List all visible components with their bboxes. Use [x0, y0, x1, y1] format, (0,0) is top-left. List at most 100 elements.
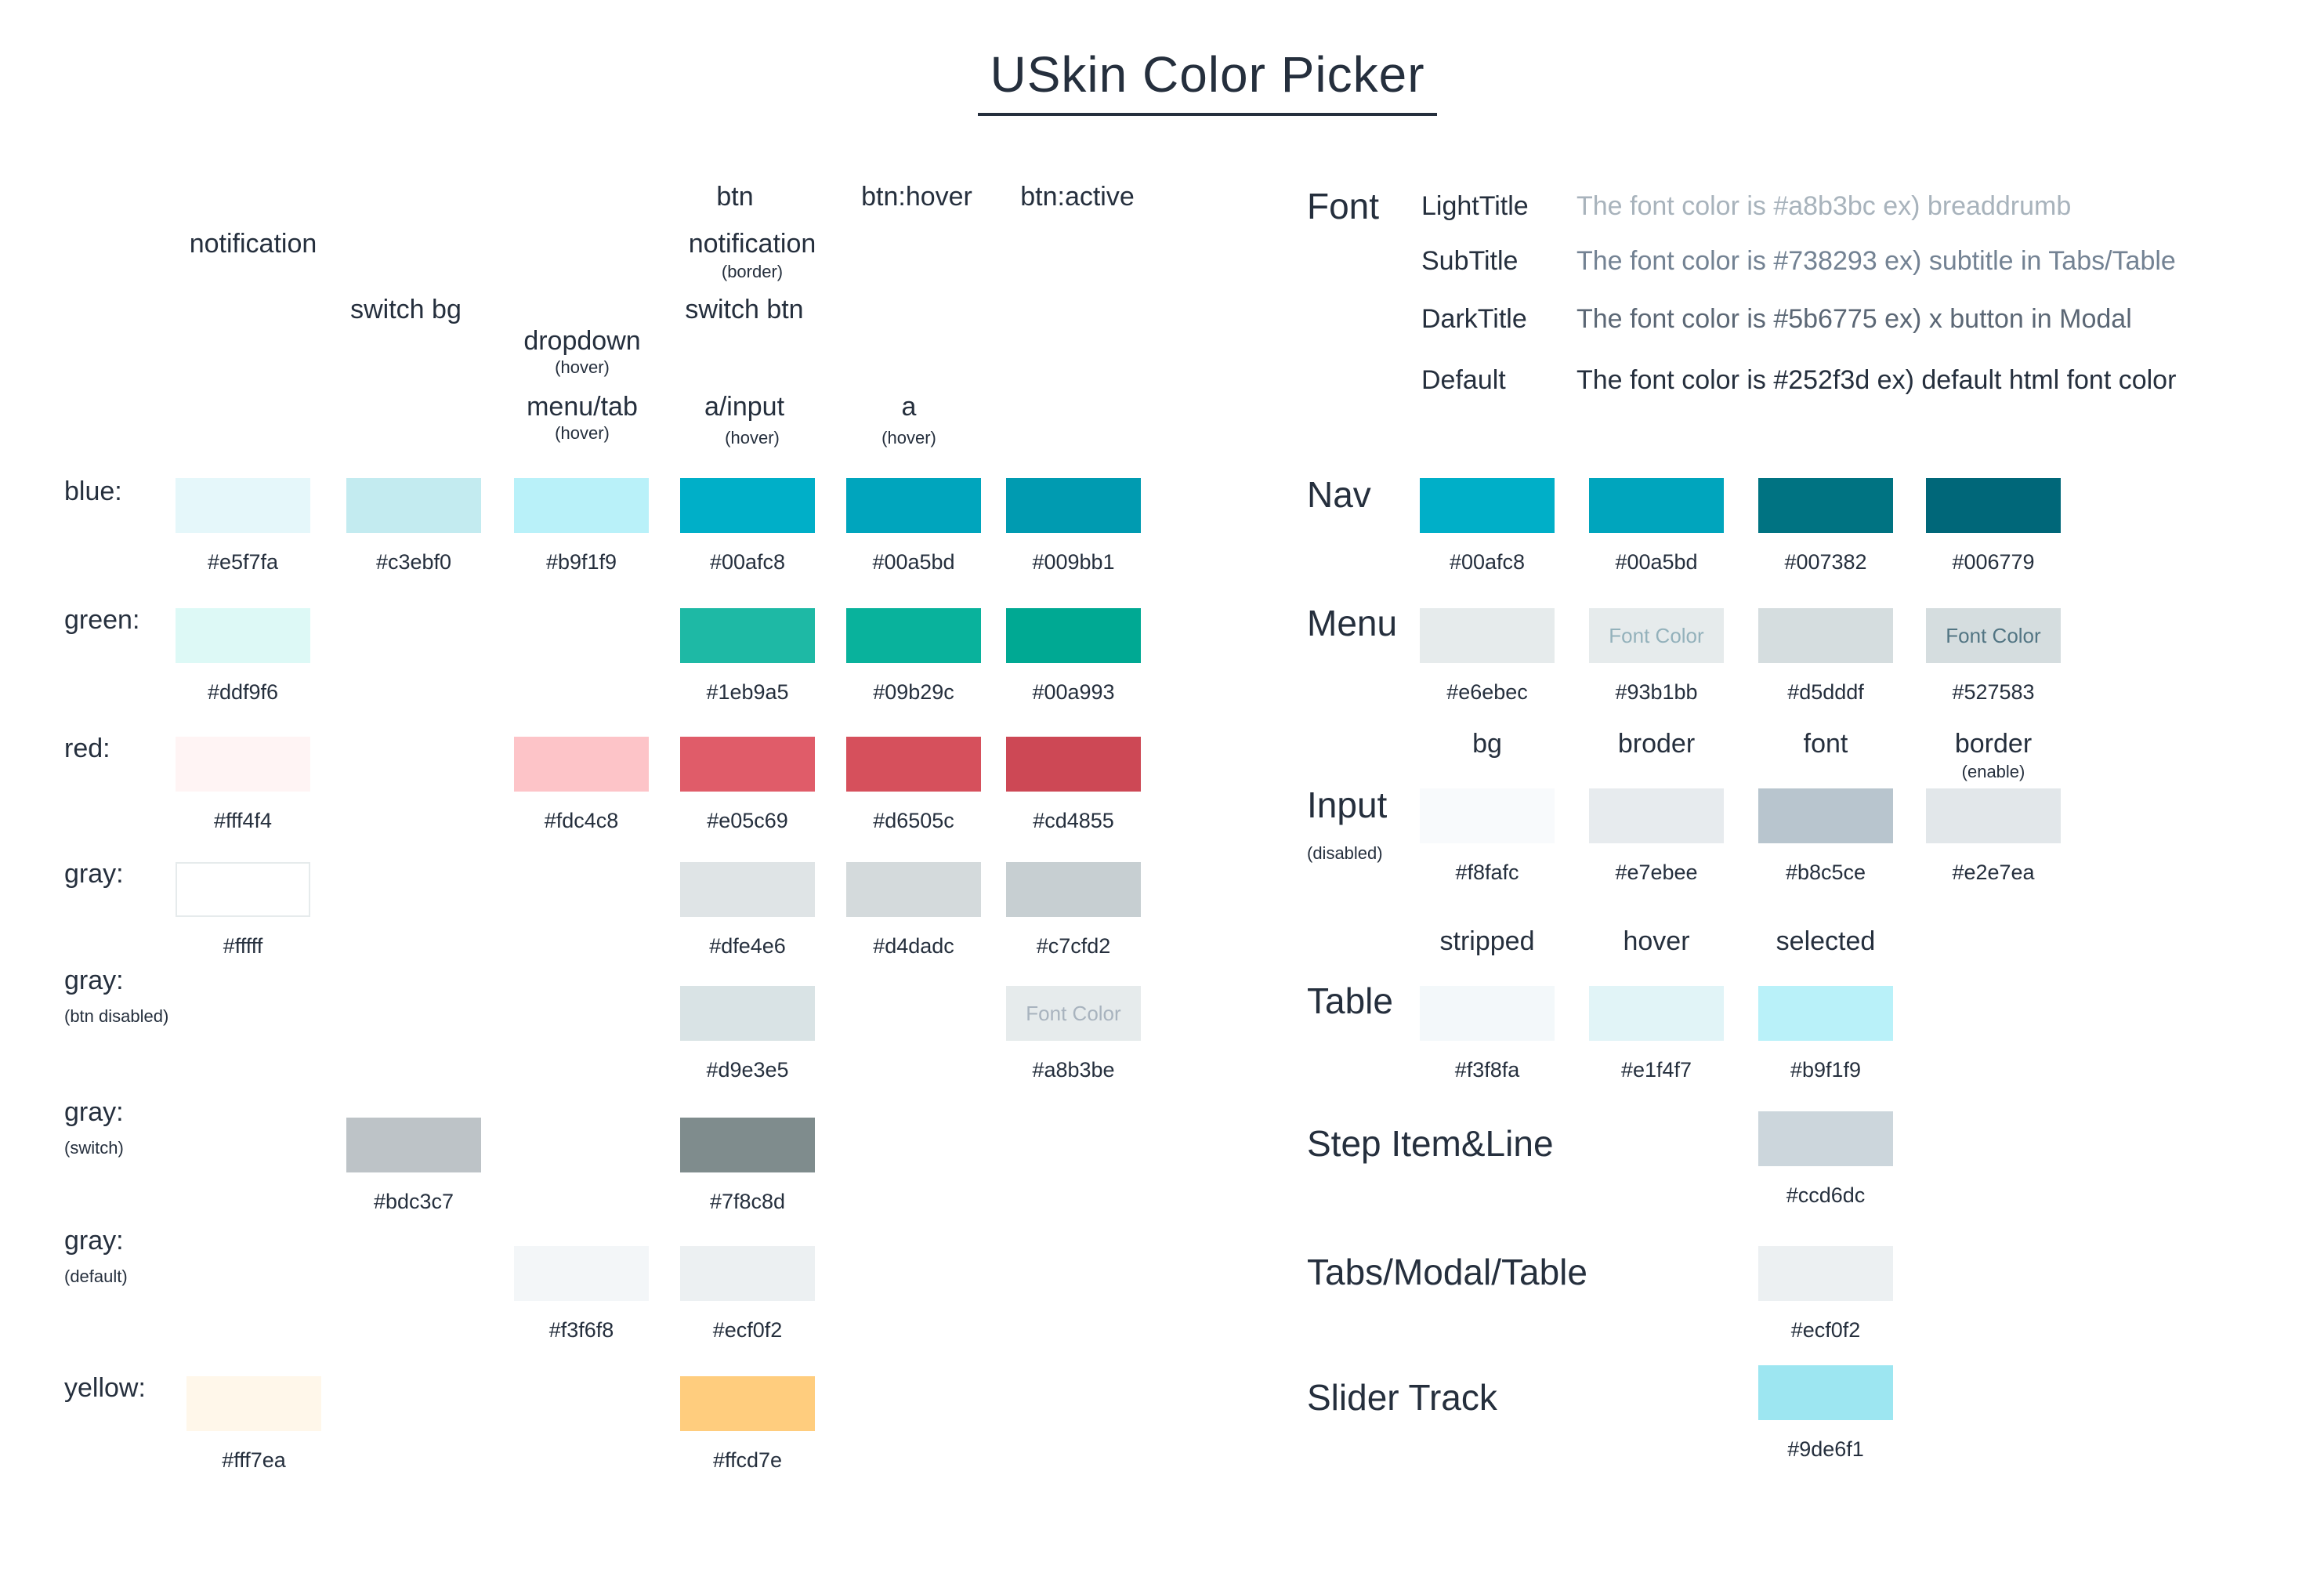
tabs-swatch[interactable] [1758, 1246, 1893, 1301]
input-section-label: Input [1307, 785, 1388, 825]
row0-col0-swatch[interactable] [176, 478, 310, 533]
step-section-label: Step Item&Line [1307, 1123, 1554, 1164]
table-2-swatch[interactable] [1758, 986, 1893, 1041]
row6-col3-hex-label: #ecf0f2 [712, 1318, 783, 1342]
table-1-swatch[interactable] [1589, 986, 1724, 1041]
font-item-desc-0: The font color is #a8b3bc ex) breaddrumb [1576, 191, 2072, 221]
nav-2-swatch[interactable] [1758, 478, 1893, 533]
row1-col3-hex-label: #1eb9a5 [706, 680, 789, 704]
row-label-3: gray: [64, 859, 124, 889]
menu-1-swatch[interactable]: Font Color [1589, 608, 1724, 663]
header-menu-tab-sub: (hover) [555, 423, 610, 443]
table-2-hex-label: #b9f1f9 [1790, 1058, 1862, 1082]
row5-col1-swatch[interactable] [346, 1118, 481, 1172]
row3-col0-hex-label: #fffff [223, 934, 263, 958]
row0-col4-swatch[interactable] [846, 478, 981, 533]
font-item-name-3: Default [1421, 365, 1506, 395]
menu-1-hex-label: #93b1bb [1615, 680, 1698, 704]
row5-col3-swatch[interactable] [680, 1118, 815, 1172]
slider-hex-label: #9de6f1 [1787, 1437, 1864, 1461]
nav-1-hex-label: #00a5bd [1615, 550, 1698, 574]
menu-2-swatch[interactable] [1758, 608, 1893, 663]
tabs-hex-label: #ecf0f2 [1790, 1318, 1861, 1342]
row0-col3-swatch[interactable] [680, 478, 815, 533]
row3-col5-swatch[interactable] [1006, 862, 1141, 917]
input-0-swatch[interactable] [1420, 788, 1555, 843]
menu-3-swatch[interactable]: Font Color [1926, 608, 2061, 663]
row0-col1-hex-label: #c3ebf0 [375, 550, 452, 574]
table-0-swatch[interactable] [1420, 986, 1555, 1041]
tabs-section-label: Tabs/Modal/Table [1307, 1252, 1587, 1292]
input-3-swatch[interactable] [1926, 788, 2061, 843]
row6-col2-swatch[interactable] [514, 1246, 649, 1301]
title-underline [978, 113, 1437, 116]
font-item-desc-1: The font color is #738293 ex) subtitle i… [1576, 246, 2176, 276]
font-item-desc-2: The font color is #5b6775 ex) x button i… [1576, 304, 2132, 334]
row-label-1: green: [64, 605, 140, 635]
row1-col4-swatch[interactable] [846, 608, 981, 663]
input-0-hex-label: #f8fafc [1455, 861, 1519, 884]
step-hex-label: #ccd6dc [1786, 1183, 1866, 1207]
table-section-label: Table [1307, 980, 1393, 1021]
table-1-hex-label: #e1f4f7 [1620, 1058, 1692, 1082]
menu-1-swatch-text: Font Color [1609, 624, 1704, 647]
font-section-label: Font [1307, 186, 1380, 226]
nav-0-hex-label: #00afc8 [1449, 550, 1526, 574]
menu-3-hex-label: #527583 [1952, 680, 2035, 704]
input-1-swatch[interactable] [1589, 788, 1724, 843]
row0-col5-swatch[interactable] [1006, 478, 1141, 533]
font-item-name-2: DarkTitle [1421, 304, 1527, 334]
row4-col5-swatch[interactable]: Font Color [1006, 986, 1141, 1041]
row4-col5-hex-label: #a8b3be [1032, 1058, 1115, 1082]
header-notification: notification [189, 229, 317, 259]
row-label-7: yellow: [64, 1373, 146, 1403]
row3-col4-swatch[interactable] [846, 862, 981, 917]
row2-col3-hex-label: #e05c69 [707, 809, 788, 832]
nav-3-hex-label: #006779 [1952, 550, 2035, 574]
step-swatch[interactable] [1758, 1111, 1893, 1166]
input-header-2: font [1803, 729, 1848, 759]
input-header-3: border [1954, 729, 2033, 759]
row7-col3-swatch[interactable] [680, 1376, 815, 1431]
row1-col0-swatch[interactable] [176, 608, 310, 663]
row-sublabel-4: (btn disabled) [64, 1006, 169, 1026]
row3-col4-hex-label: #d4dadc [873, 934, 954, 958]
row1-col5-swatch[interactable] [1006, 608, 1141, 663]
row0-col0-hex-label: #e5f7fa [207, 550, 279, 574]
nav-0-swatch[interactable] [1420, 478, 1555, 533]
row2-col0-swatch[interactable] [176, 737, 310, 792]
row4-col3-swatch[interactable] [680, 986, 815, 1041]
slider-section-label: Slider Track [1307, 1377, 1497, 1418]
page-title: USkin Color Picker [990, 46, 1425, 103]
row3-col3-hex-label: #dfe4e6 [709, 934, 786, 958]
nav-3-swatch[interactable] [1926, 478, 2061, 533]
input-section-sub: (disabled) [1307, 843, 1383, 863]
row0-col5-hex-label: #009bb1 [1032, 550, 1115, 574]
row-label-6: gray: [64, 1226, 124, 1256]
nav-section-label: Nav [1307, 474, 1371, 515]
input-1-hex-label: #e7ebee [1615, 861, 1698, 884]
slider-swatch[interactable] [1758, 1365, 1893, 1420]
row0-col2-swatch[interactable] [514, 478, 649, 533]
header-a-input: a/input [704, 392, 785, 422]
input-2-swatch[interactable] [1758, 788, 1893, 843]
row2-col4-swatch[interactable] [846, 737, 981, 792]
menu-0-swatch[interactable] [1420, 608, 1555, 663]
row6-col3-swatch[interactable] [680, 1246, 815, 1301]
row0-col4-hex-label: #00a5bd [872, 550, 955, 574]
row2-col0-hex-label: #fff4f4 [213, 809, 273, 832]
header-btn: btn [716, 182, 754, 212]
nav-1-swatch[interactable] [1589, 478, 1724, 533]
row7-col0-swatch[interactable] [186, 1376, 321, 1431]
input-header-0: bg [1472, 729, 1502, 759]
table-header-2: selected [1776, 926, 1876, 956]
row3-col0-swatch[interactable] [176, 862, 310, 917]
row3-col3-swatch[interactable] [680, 862, 815, 917]
menu-0-hex-label: #e6ebec [1446, 680, 1528, 704]
row0-col1-swatch[interactable] [346, 478, 481, 533]
row2-col2-swatch[interactable] [514, 737, 649, 792]
row2-col5-swatch[interactable] [1006, 737, 1141, 792]
row1-col3-swatch[interactable] [680, 608, 815, 663]
row2-col3-swatch[interactable] [680, 737, 815, 792]
row2-col5-hex-label: #cd4855 [1033, 809, 1114, 832]
